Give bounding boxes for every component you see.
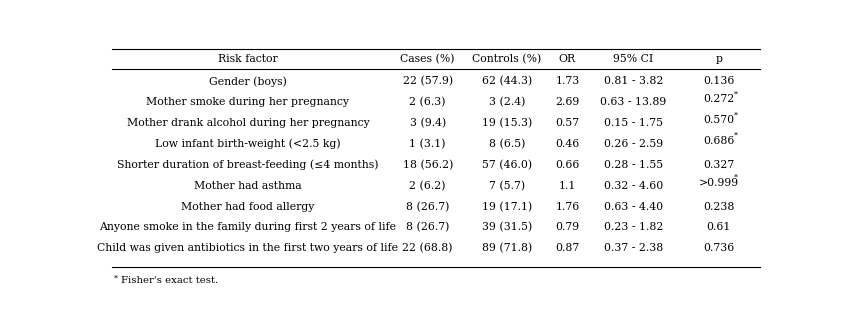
Text: Mother had asthma: Mother had asthma [194, 181, 302, 191]
Text: OR: OR [558, 54, 576, 64]
Text: 57 (46.0): 57 (46.0) [482, 160, 532, 170]
Text: 0.81 - 3.82: 0.81 - 3.82 [604, 77, 663, 86]
Text: 1.1: 1.1 [558, 181, 576, 191]
Text: 19 (15.3): 19 (15.3) [482, 118, 532, 128]
Text: 19 (17.1): 19 (17.1) [482, 202, 532, 212]
Text: 0.79: 0.79 [555, 222, 580, 232]
Text: Gender (boys): Gender (boys) [209, 76, 286, 87]
Text: >0.999: >0.999 [699, 178, 739, 188]
Text: Controls (%): Controls (%) [472, 54, 541, 64]
Text: 0.57: 0.57 [555, 118, 580, 128]
Text: 0.26 - 2.59: 0.26 - 2.59 [604, 139, 663, 149]
Text: 0.272: 0.272 [703, 94, 734, 104]
Text: Mother smoke during her pregnancy: Mother smoke during her pregnancy [146, 97, 349, 107]
Text: 0.327: 0.327 [703, 160, 734, 170]
Text: 0.87: 0.87 [555, 243, 580, 253]
Text: Mother drank alcohol during her pregnancy: Mother drank alcohol during her pregnanc… [127, 118, 369, 128]
Text: *: * [734, 90, 738, 98]
Text: 0.63 - 13.89: 0.63 - 13.89 [600, 97, 666, 107]
Text: 1.76: 1.76 [555, 202, 580, 212]
Text: 0.37 - 2.38: 0.37 - 2.38 [604, 243, 663, 253]
Text: 2 (6.2): 2 (6.2) [410, 180, 446, 191]
Text: Fisher's exact test.: Fisher's exact test. [121, 276, 218, 285]
Text: 18 (56.2): 18 (56.2) [403, 160, 453, 170]
Text: *: * [114, 275, 118, 283]
Text: 0.238: 0.238 [703, 202, 734, 212]
Text: 0.686: 0.686 [703, 136, 734, 146]
Text: Risk factor: Risk factor [218, 54, 278, 64]
Text: 8 (26.7): 8 (26.7) [406, 222, 450, 233]
Text: 95% CI: 95% CI [613, 54, 654, 64]
Text: 0.61: 0.61 [706, 222, 731, 232]
Text: 89 (71.8): 89 (71.8) [482, 243, 532, 254]
Text: p: p [716, 54, 722, 64]
Text: 1 (3.1): 1 (3.1) [410, 139, 446, 149]
Text: 3 (9.4): 3 (9.4) [410, 118, 446, 128]
Text: Mother had food allergy: Mother had food allergy [181, 202, 314, 212]
Text: Child was given antibiotics in the first two years of life: Child was given antibiotics in the first… [98, 243, 399, 253]
Text: 0.15 - 1.75: 0.15 - 1.75 [604, 118, 663, 128]
Text: 0.28 - 1.55: 0.28 - 1.55 [604, 160, 663, 170]
Text: 0.136: 0.136 [703, 77, 734, 86]
Text: 8 (26.7): 8 (26.7) [406, 202, 450, 212]
Text: 0.32 - 4.60: 0.32 - 4.60 [604, 181, 663, 191]
Text: *: * [734, 111, 738, 119]
Text: 22 (68.8): 22 (68.8) [402, 243, 453, 254]
Text: 1.73: 1.73 [555, 77, 580, 86]
Text: 0.63 - 4.40: 0.63 - 4.40 [604, 202, 663, 212]
Text: Low infant birth-weight (<2.5 kg): Low infant birth-weight (<2.5 kg) [155, 139, 341, 149]
Text: 2.69: 2.69 [555, 97, 580, 107]
Text: 3 (2.4): 3 (2.4) [489, 97, 525, 107]
Text: *: * [734, 132, 738, 140]
Text: 62 (44.3): 62 (44.3) [482, 76, 532, 87]
Text: 0.736: 0.736 [703, 243, 734, 253]
Text: 39 (31.5): 39 (31.5) [482, 222, 532, 233]
Text: 0.23 - 1.82: 0.23 - 1.82 [604, 222, 663, 232]
Text: *: * [734, 174, 738, 182]
Text: 2 (6.3): 2 (6.3) [410, 97, 446, 107]
Text: 0.570: 0.570 [703, 115, 734, 125]
Text: 0.46: 0.46 [555, 139, 580, 149]
Text: Shorter duration of breast-feeding (≤4 months): Shorter duration of breast-feeding (≤4 m… [117, 160, 378, 170]
Text: 8 (6.5): 8 (6.5) [489, 139, 525, 149]
Text: Anyone smoke in the family during first 2 years of life: Anyone smoke in the family during first … [99, 222, 396, 232]
Text: Cases (%): Cases (%) [400, 54, 455, 64]
Text: 0.66: 0.66 [555, 160, 580, 170]
Text: 22 (57.9): 22 (57.9) [403, 76, 453, 87]
Text: 7 (5.7): 7 (5.7) [489, 180, 524, 191]
